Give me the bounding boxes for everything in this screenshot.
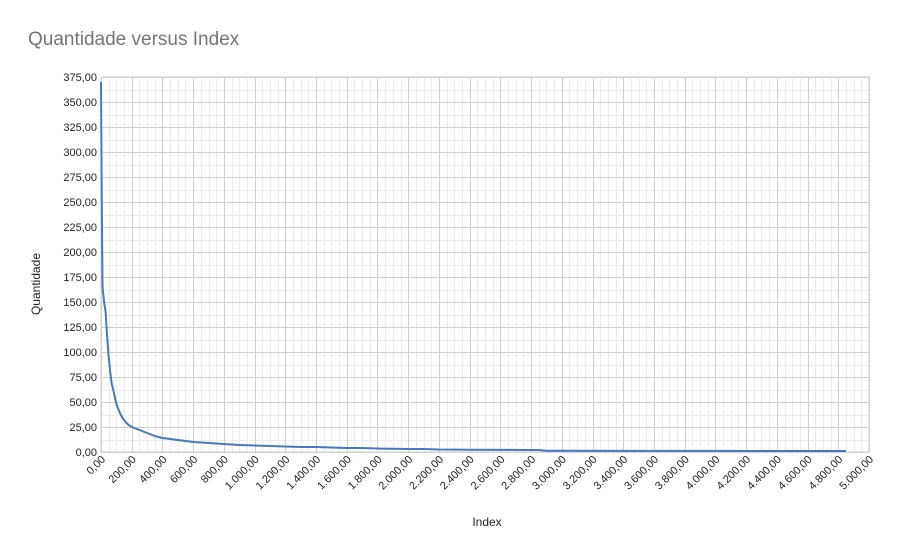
y-tick-label: 300,00 [63, 147, 97, 159]
y-tick-label: 225,00 [63, 222, 97, 234]
y-tick-label: 0,00 [76, 447, 97, 459]
x-tick-label: 200,00 [107, 454, 139, 486]
y-tick-label: 325,00 [63, 122, 97, 134]
y-tick-label: 200,00 [63, 247, 97, 259]
y-tick-label: 250,00 [63, 197, 97, 209]
y-axis-ticks: 0,00 25,00 50,00 75,00 100,00 125,00 150,00 175… [63, 72, 97, 459]
major-gridlines [101, 77, 870, 453]
y-tick-label: 25,00 [69, 422, 97, 434]
x-axis-ticks: 0,00200,00400,00600,00800,001.000,001.20… [84, 454, 876, 493]
series-group [100, 81, 846, 452]
x-tick-label: 400,00 [137, 454, 169, 486]
x-tick-label: 600,00 [168, 454, 200, 486]
y-tick-label: 175,00 [63, 272, 97, 284]
y-tick-label: 350,00 [63, 97, 97, 109]
x-axis-label: Index [472, 515, 501, 529]
y-tick-label: 100,00 [63, 347, 97, 359]
plot-area [100, 76, 870, 453]
y-tick-label: 375,00 [63, 72, 97, 84]
y-tick-label: 275,00 [63, 172, 97, 184]
y-tick-label: 125,00 [63, 322, 97, 334]
minor-gridlines [101, 77, 870, 453]
series-line-0 [100, 81, 846, 452]
y-tick-label: 75,00 [69, 372, 97, 384]
chart-title: Quantidade versus Index [28, 29, 240, 50]
y-axis-label: Quantidade [29, 253, 43, 315]
y-tick-label: 50,00 [69, 397, 97, 409]
x-tick-label: 5.000,00 [837, 454, 876, 493]
y-tick-label: 150,00 [63, 297, 97, 309]
